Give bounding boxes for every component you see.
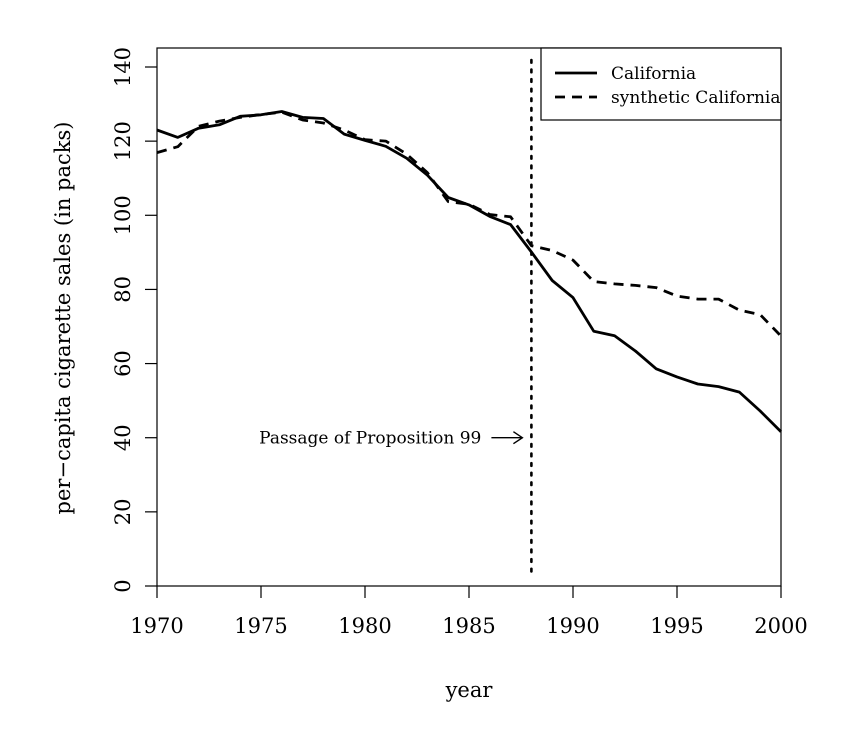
y-tick-label: 140: [111, 47, 135, 87]
annotation-label: Passage of Proposition 99: [259, 429, 481, 449]
y-tick-label: 60: [111, 350, 135, 377]
series-lines: [156, 110, 783, 433]
legend-label-synthetic-california: synthetic California: [611, 88, 781, 108]
y-tick-label: 40: [111, 424, 135, 451]
axis-ticks: 1970 1975 1980 1985 1990 1995 2000 0 20 40 60 80 100…: [111, 47, 808, 638]
x-tick-label: 1975: [234, 614, 287, 638]
y-tick-label: 80: [111, 276, 135, 303]
x-tick-label: 1980: [338, 614, 391, 638]
x-tick-label: 1990: [546, 614, 599, 638]
y-tick-label: 20: [111, 498, 135, 525]
x-tick-label: 2000: [754, 614, 807, 638]
plot-frame: [156, 47, 782, 587]
annotation-arrow: [491, 431, 524, 445]
y-axis-title: per−capita cigarette sales (in packs): [51, 122, 75, 515]
legend-label-california: California: [611, 64, 696, 84]
series-line-synthetic-california: [156, 110, 783, 338]
series-line-california: [156, 110, 782, 433]
x-tick-label: 1985: [442, 614, 495, 638]
legend-box: [540, 47, 782, 121]
y-tick-label: 120: [111, 121, 135, 161]
y-tick-label: 0: [111, 579, 135, 592]
x-tick-label: 1970: [130, 614, 183, 638]
y-tick-label: 100: [111, 195, 135, 235]
x-tick-label: 1995: [650, 614, 703, 638]
axes: [156, 47, 782, 587]
x-axis-title: year: [445, 678, 494, 702]
legend: California synthetic California: [540, 47, 782, 121]
annotation: Passage of Proposition 99: [259, 429, 524, 449]
